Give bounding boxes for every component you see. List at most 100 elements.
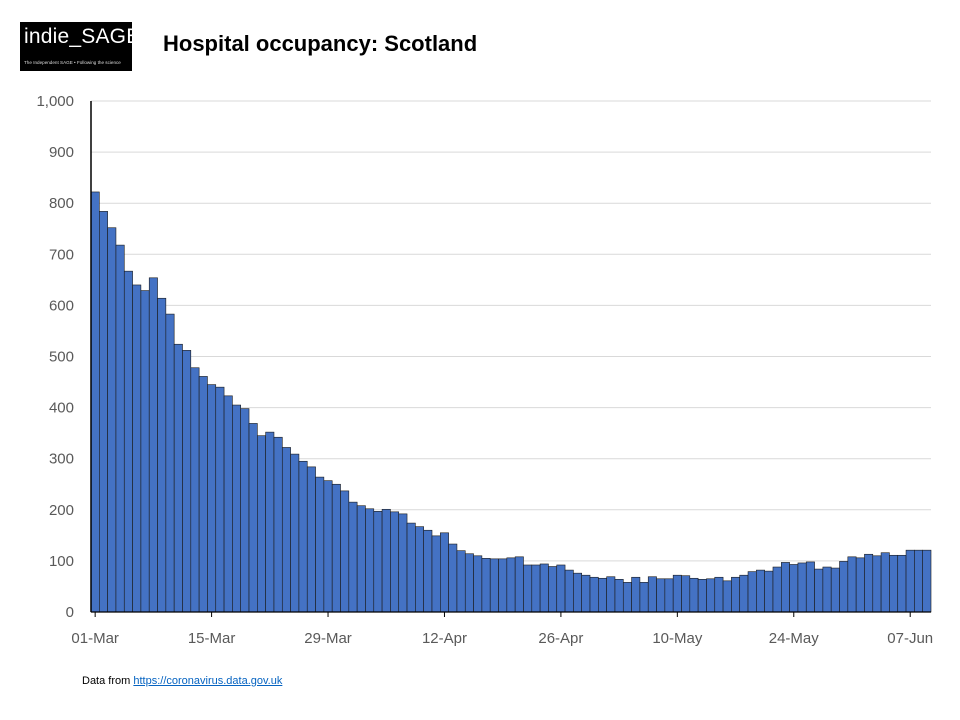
x-tick-label: 29-Mar bbox=[304, 630, 352, 647]
bar bbox=[672, 574, 682, 613]
data-source-note: Data from https://coronavirus.data.gov.u… bbox=[82, 675, 282, 687]
bar bbox=[373, 511, 383, 613]
bar bbox=[581, 574, 591, 613]
bar bbox=[523, 564, 533, 613]
bar bbox=[714, 576, 724, 613]
bar bbox=[215, 386, 225, 613]
bar bbox=[99, 211, 108, 613]
bar bbox=[506, 557, 516, 613]
bar bbox=[398, 513, 408, 613]
bar bbox=[456, 550, 466, 613]
bar bbox=[756, 569, 765, 613]
bar bbox=[797, 562, 807, 613]
bar bbox=[564, 569, 574, 613]
y-tick-label: 400 bbox=[49, 400, 74, 417]
y-tick-label: 900 bbox=[49, 144, 74, 161]
bar bbox=[190, 367, 200, 613]
bar bbox=[448, 543, 458, 613]
x-tick-label: 26-Apr bbox=[538, 630, 583, 647]
bar bbox=[689, 577, 699, 613]
bar bbox=[365, 508, 375, 613]
source-link[interactable]: https://coronavirus.data.gov.uk bbox=[133, 675, 283, 687]
bar bbox=[489, 558, 499, 613]
bar bbox=[440, 532, 449, 613]
bar bbox=[514, 556, 524, 613]
bar bbox=[115, 244, 125, 613]
x-tick-label: 07-Jun bbox=[887, 630, 933, 647]
bar bbox=[356, 505, 366, 613]
bar bbox=[548, 566, 558, 613]
bar bbox=[764, 570, 774, 613]
bar bbox=[822, 566, 832, 613]
bar bbox=[306, 466, 316, 613]
bar bbox=[281, 447, 291, 613]
bar bbox=[290, 453, 300, 613]
bar bbox=[232, 404, 242, 613]
bar bbox=[464, 553, 474, 613]
bar bbox=[647, 576, 657, 613]
bar bbox=[914, 549, 923, 613]
indie-sage-logo: indie_SAGE The Independent SAGE • Follow… bbox=[20, 22, 140, 71]
axes bbox=[90, 101, 931, 613]
bar bbox=[340, 490, 350, 613]
bar bbox=[905, 549, 915, 613]
bar bbox=[639, 582, 649, 613]
y-axis-tick-labels: 0 100 200 300 400 500 600 700 800 900 1,000 bbox=[36, 93, 74, 621]
x-axis-tick-labels: 01-Mar 15-Mar 29-Mar 12-Apr 26-Apr 10-May 24-M… bbox=[71, 612, 933, 647]
y-tick-label: 0 bbox=[66, 604, 74, 621]
bar bbox=[830, 567, 840, 613]
bar bbox=[872, 555, 882, 613]
bar bbox=[847, 556, 857, 613]
bar bbox=[739, 574, 749, 613]
bar bbox=[598, 577, 607, 613]
bar bbox=[631, 576, 641, 613]
bar bbox=[431, 535, 441, 613]
bar bbox=[606, 576, 616, 613]
bar bbox=[207, 384, 217, 613]
bar bbox=[681, 575, 691, 613]
bars bbox=[90, 191, 932, 613]
bar bbox=[589, 576, 599, 613]
bar bbox=[248, 423, 258, 613]
bar bbox=[315, 476, 325, 613]
bar bbox=[182, 350, 192, 613]
bar bbox=[331, 483, 341, 613]
bar bbox=[223, 395, 233, 613]
bar bbox=[722, 580, 732, 613]
y-tick-label: 100 bbox=[49, 553, 74, 570]
bar bbox=[132, 284, 142, 613]
bar bbox=[157, 297, 167, 613]
bar bbox=[298, 460, 308, 613]
bar bbox=[265, 431, 275, 613]
bar bbox=[772, 566, 782, 613]
bar bbox=[390, 511, 400, 613]
bar bbox=[780, 562, 790, 613]
bar bbox=[423, 529, 433, 613]
bar bbox=[107, 227, 117, 613]
bar bbox=[731, 576, 741, 613]
bar bbox=[747, 571, 757, 613]
bar bbox=[805, 561, 815, 613]
bar bbox=[473, 555, 483, 613]
bar bbox=[165, 313, 175, 613]
bar bbox=[415, 526, 424, 613]
x-tick-label: 10-May bbox=[652, 630, 703, 647]
bar bbox=[789, 564, 799, 613]
bar bbox=[406, 522, 416, 613]
bar bbox=[855, 557, 865, 613]
bar bbox=[123, 270, 133, 613]
x-tick-label: 01-Mar bbox=[71, 630, 119, 647]
bar bbox=[614, 578, 624, 613]
bar bbox=[348, 501, 358, 613]
x-tick-label: 15-Mar bbox=[188, 630, 236, 647]
bar bbox=[273, 436, 283, 613]
bar bbox=[173, 343, 183, 613]
bar bbox=[257, 435, 266, 613]
bar bbox=[556, 564, 566, 613]
bar bbox=[897, 554, 907, 613]
y-tick-label: 800 bbox=[49, 195, 74, 212]
x-tick-label: 24-May bbox=[769, 630, 820, 647]
bar bbox=[140, 290, 150, 613]
bar bbox=[323, 480, 333, 613]
